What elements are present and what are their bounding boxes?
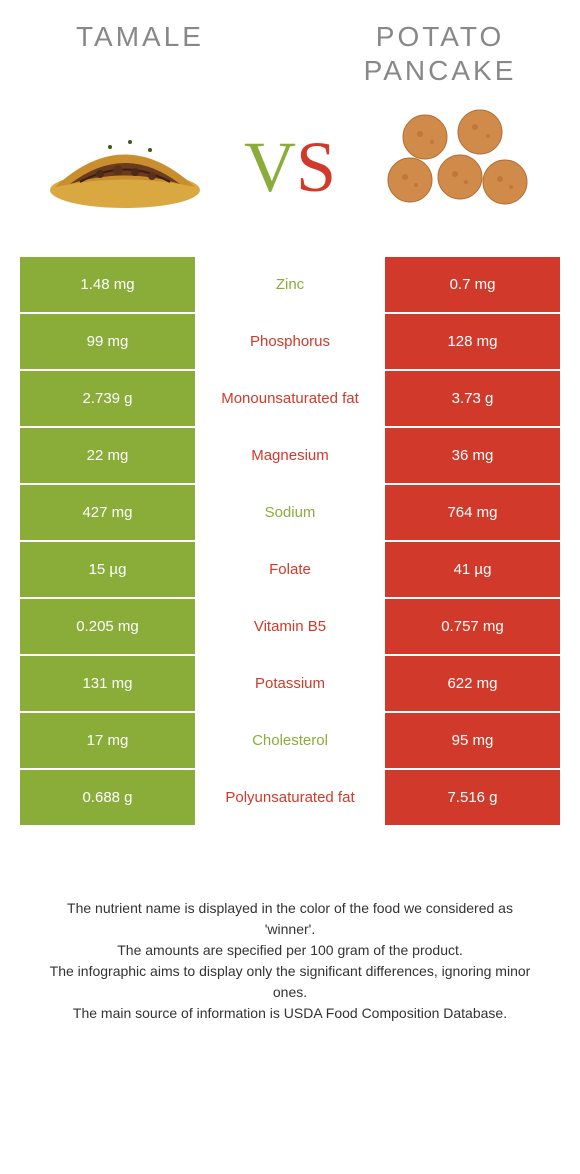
right-value: 7.516 g <box>385 770 560 825</box>
footnote-line: The amounts are specified per 100 gram o… <box>40 940 540 961</box>
vs-s: S <box>296 127 336 207</box>
food-title-right: Potato Pancake <box>340 20 540 87</box>
comparison-table: 1.48 mg Zinc 0.7 mg 99 mg Phosphorus 128… <box>20 257 560 825</box>
header: Tamale Potato Pancake <box>0 0 580 87</box>
table-row: 17 mg Cholesterol 95 mg <box>20 713 560 768</box>
left-value: 427 mg <box>20 485 195 540</box>
left-value: 99 mg <box>20 314 195 369</box>
right-value: 764 mg <box>385 485 560 540</box>
nutrient-label: Sodium <box>195 485 385 540</box>
right-value: 36 mg <box>385 428 560 483</box>
nutrient-label: Phosphorus <box>195 314 385 369</box>
right-value: 41 µg <box>385 542 560 597</box>
footnote: The nutrient name is displayed in the co… <box>0 898 580 1024</box>
nutrient-label: Magnesium <box>195 428 385 483</box>
nutrient-label: Cholesterol <box>195 713 385 768</box>
table-row: 99 mg Phosphorus 128 mg <box>20 314 560 369</box>
nutrient-label: Folate <box>195 542 385 597</box>
table-row: 131 mg Potassium 622 mg <box>20 656 560 711</box>
table-row: 427 mg Sodium 764 mg <box>20 485 560 540</box>
nutrient-label: Zinc <box>195 257 385 312</box>
table-row: 15 µg Folate 41 µg <box>20 542 560 597</box>
left-value: 0.205 mg <box>20 599 195 654</box>
right-value: 0.7 mg <box>385 257 560 312</box>
table-row: 1.48 mg Zinc 0.7 mg <box>20 257 560 312</box>
nutrient-label: Potassium <box>195 656 385 711</box>
right-value: 95 mg <box>385 713 560 768</box>
table-row: 0.688 g Polyunsaturated fat 7.516 g <box>20 770 560 825</box>
tamale-image <box>40 102 210 232</box>
left-value: 15 µg <box>20 542 195 597</box>
food-title-left: Tamale <box>40 20 240 54</box>
nutrient-label: Vitamin B5 <box>195 599 385 654</box>
left-value: 131 mg <box>20 656 195 711</box>
right-value: 622 mg <box>385 656 560 711</box>
right-value: 128 mg <box>385 314 560 369</box>
images-row: VS <box>0 87 580 257</box>
left-value: 17 mg <box>20 713 195 768</box>
vs-v: V <box>244 127 296 207</box>
footnote-line: The infographic aims to display only the… <box>40 961 540 1003</box>
vs-label: VS <box>244 126 336 209</box>
right-value: 3.73 g <box>385 371 560 426</box>
left-value: 22 mg <box>20 428 195 483</box>
table-row: 0.205 mg Vitamin B5 0.757 mg <box>20 599 560 654</box>
left-value: 2.739 g <box>20 371 195 426</box>
footnote-line: The main source of information is USDA F… <box>40 1003 540 1024</box>
footnote-line: The nutrient name is displayed in the co… <box>40 898 540 940</box>
table-row: 22 mg Magnesium 36 mg <box>20 428 560 483</box>
pancake-image <box>370 102 540 232</box>
left-value: 0.688 g <box>20 770 195 825</box>
nutrient-label: Polyunsaturated fat <box>195 770 385 825</box>
left-value: 1.48 mg <box>20 257 195 312</box>
table-row: 2.739 g Monounsaturated fat 3.73 g <box>20 371 560 426</box>
right-value: 0.757 mg <box>385 599 560 654</box>
nutrient-label: Monounsaturated fat <box>195 371 385 426</box>
